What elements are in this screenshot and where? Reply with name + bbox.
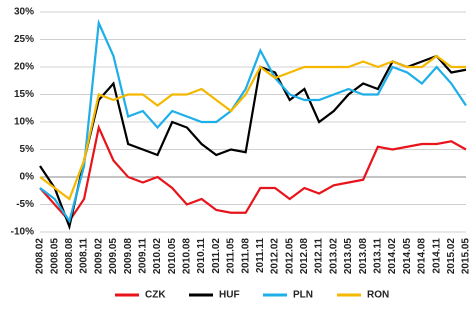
series-line	[39, 18, 467, 224]
x-tick-label: 2011.11	[255, 238, 266, 273]
y-tick-label: 10%	[14, 117, 34, 128]
y-tick-label: -5%	[16, 199, 34, 210]
y-tick-label: 15%	[14, 89, 34, 100]
series-line	[39, 54, 466, 201]
x-tick-label: 2010.11	[196, 238, 207, 274]
x-tick-label: 2013.05	[343, 238, 354, 275]
x-tick-label: 2015.05	[461, 238, 472, 275]
x-tick-label: 2010.05	[167, 238, 178, 275]
y-tick-label: 0%	[20, 172, 35, 183]
x-tick-label: 2008.02	[35, 238, 46, 275]
y-tick-label: 30%	[14, 7, 34, 18]
x-tick-label: 2014.11	[431, 238, 442, 274]
x-tick-label: 2014.02	[387, 238, 398, 275]
x-tick-label: 2009.02	[93, 238, 104, 275]
x-tick-label: 2009.05	[108, 238, 119, 275]
x-tick-label: 2012.02	[270, 238, 281, 275]
x-tick-label: 2010.08	[182, 238, 193, 275]
x-tick-label: 2009.08	[123, 238, 134, 275]
x-tick-label: 2014.08	[417, 238, 428, 275]
x-tick-label: 2012.08	[299, 238, 310, 275]
x-tick-label: 2009.11	[137, 238, 148, 274]
x-tick-label: 2010.02	[152, 238, 163, 275]
x-tick-label: 2013.11	[373, 238, 384, 274]
legend-label: HUF	[219, 290, 240, 301]
x-tick-label: 2011.02	[211, 238, 222, 274]
x-tick-label: 2008.05	[49, 238, 60, 275]
y-tick-label: 25%	[14, 34, 34, 45]
x-tick-label: 2013.02	[328, 238, 339, 275]
legend-label: CZK	[145, 290, 166, 301]
x-tick-label: 2012.11	[314, 238, 325, 274]
x-tick-label: 2011.08	[240, 238, 251, 274]
y-tick-label: 5%	[20, 144, 35, 155]
x-tick-label: 2015.02	[446, 238, 457, 275]
x-tick-label: 2011.05	[226, 238, 237, 274]
x-tick-label: 2008.11	[79, 238, 90, 274]
y-tick-label: 20%	[14, 62, 34, 73]
legend-label: RON	[367, 290, 389, 301]
x-tick-label: 2013.08	[358, 238, 369, 275]
x-tick-label: 2012.05	[284, 238, 295, 275]
x-tick-label: 2014.05	[402, 238, 413, 275]
legend-label: PLN	[293, 290, 313, 301]
x-tick-label: 2008.08	[64, 238, 75, 275]
y-tick-label: -10%	[11, 227, 34, 238]
series-line	[39, 123, 467, 223]
